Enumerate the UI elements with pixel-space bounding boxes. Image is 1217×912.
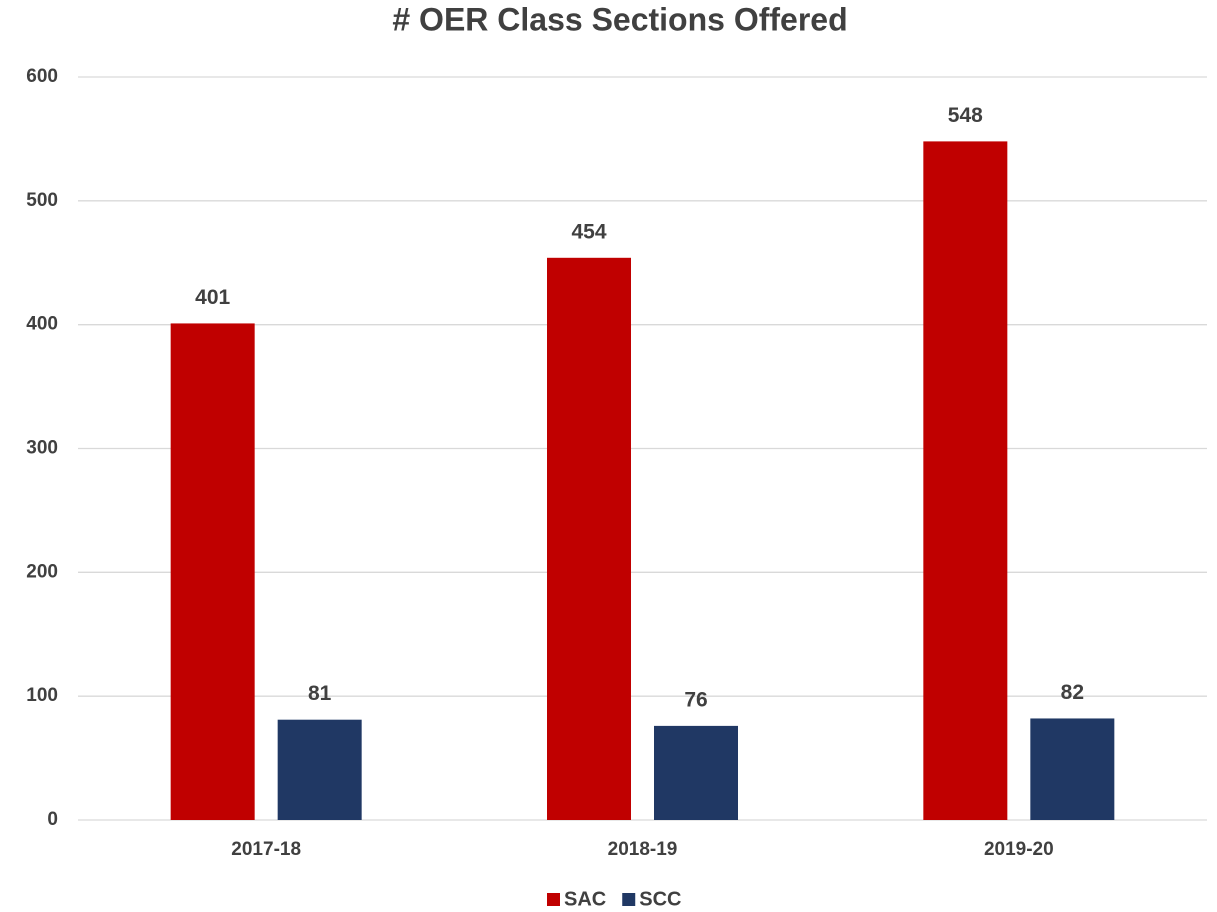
value-label: 76 [684, 688, 707, 711]
legend-label: SCC [639, 888, 681, 910]
y-tick-label: 0 [47, 809, 58, 830]
y-tick-label: 300 [26, 438, 58, 459]
y-tick-label: 100 [26, 685, 58, 706]
y-tick-label: 400 [26, 314, 58, 335]
bar [1030, 718, 1115, 820]
x-tick-label: 2017-18 [231, 839, 301, 860]
value-label: 401 [195, 286, 230, 309]
value-label: 548 [948, 104, 983, 127]
y-tick-label: 600 [26, 66, 58, 87]
bar [277, 719, 362, 820]
value-label: 454 [571, 220, 606, 243]
legend-swatch [622, 893, 636, 906]
bar [170, 323, 255, 820]
y-tick-label: 200 [26, 561, 58, 582]
bar [923, 141, 1008, 821]
x-tick-label: 2018-19 [608, 839, 678, 860]
x-tick-label: 2019-20 [984, 839, 1054, 860]
value-label: 82 [1061, 681, 1084, 704]
bar [654, 725, 738, 820]
bar [547, 257, 631, 821]
legend-swatch [547, 893, 560, 906]
chart-title: # OER Class Sections Offered [392, 1, 847, 37]
legend-label: SAC [564, 888, 606, 910]
y-tick-label: 500 [26, 190, 58, 211]
value-label: 81 [308, 682, 332, 705]
